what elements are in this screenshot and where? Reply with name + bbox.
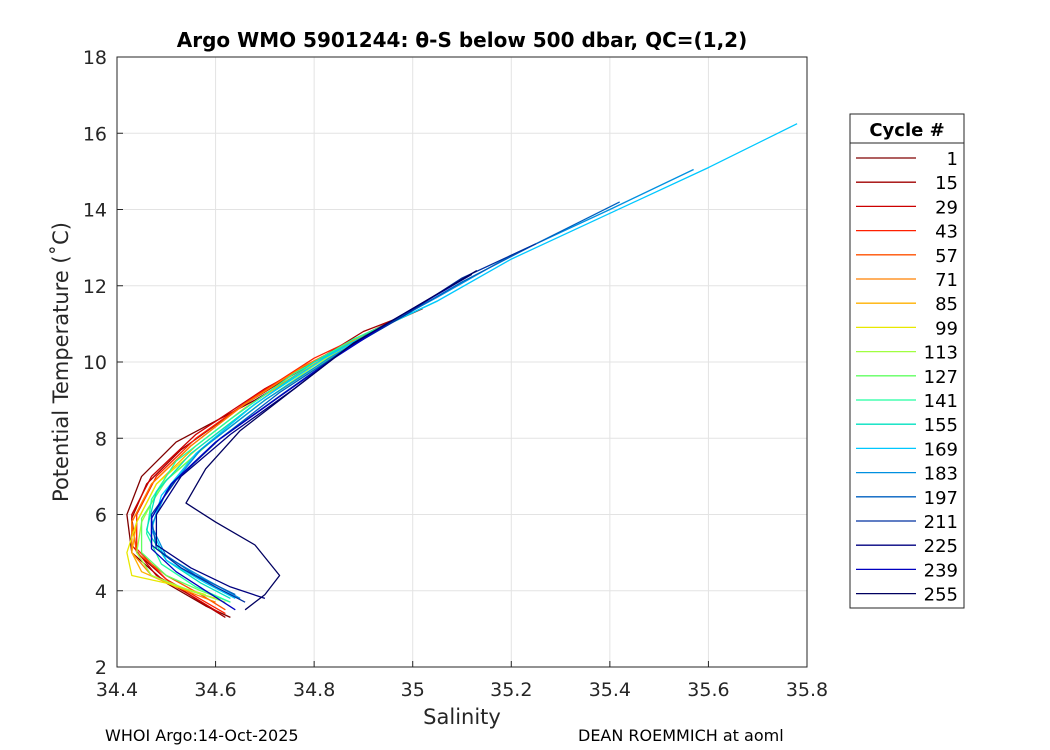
- legend: Cycle # 1 15 29 43 57 71 85 99 113 127 141 155 169 18…: [849, 113, 965, 609]
- x-tick-label: 34.8: [293, 679, 335, 701]
- legend-label-113: 113: [924, 343, 958, 364]
- y-tick-label: 6: [95, 505, 107, 527]
- y-tick-label: 18: [83, 47, 107, 69]
- chart-title: Argo WMO 5901244: θ-S below 500 dbar, QC…: [177, 28, 747, 52]
- legend-label-99: 99: [935, 318, 958, 339]
- y-axis-label: Potential Temperature (˚C): [49, 222, 73, 502]
- legend-label-211: 211: [924, 512, 958, 533]
- legend-label-183: 183: [924, 464, 958, 485]
- legend-title: Cycle #: [869, 120, 944, 141]
- legend-items: 1 15 29 43 57 71 85 99 113 127 141 155 169 183 197 211 2…: [856, 149, 958, 606]
- legend-label-239: 239: [924, 560, 958, 581]
- x-tick-label: 34.6: [194, 679, 236, 701]
- legend-label-85: 85: [935, 294, 958, 315]
- y-tick-label: 16: [83, 123, 107, 145]
- legend-label-141: 141: [924, 391, 958, 412]
- legend-label-169: 169: [924, 439, 958, 460]
- footer-left: WHOI Argo:14-Oct-2025: [105, 726, 299, 745]
- legend-label-127: 127: [924, 367, 958, 388]
- legend-label-15: 15: [935, 173, 958, 194]
- legend-label-43: 43: [935, 222, 958, 243]
- y-tick-label: 8: [95, 428, 107, 450]
- legend-label-197: 197: [924, 488, 958, 509]
- series-line-255: [185, 269, 478, 611]
- legend-label-1: 1: [947, 149, 958, 170]
- series-layer: [126, 123, 798, 618]
- x-tick-label: 35.6: [687, 679, 729, 701]
- x-tick-label: 34.4: [96, 679, 138, 701]
- legend-label-71: 71: [935, 270, 958, 291]
- y-tick-label: 4: [95, 581, 107, 603]
- x-tick-label: 35.4: [589, 679, 631, 701]
- x-tick-label: 35: [401, 679, 425, 701]
- x-tick-label: 35.8: [786, 679, 828, 701]
- legend-label-29: 29: [935, 197, 958, 218]
- y-tick-label: 12: [83, 276, 107, 298]
- legend-label-57: 57: [935, 246, 958, 267]
- y-tick-label: 10: [83, 352, 107, 374]
- legend-box: [849, 113, 965, 609]
- footer-right: DEAN ROEMMICH at aoml: [578, 726, 784, 745]
- x-axis-label: Salinity: [423, 705, 501, 729]
- x-axis: 34.4 34.6 34.8 35 35.2 35.4 35.6 35.8: [96, 661, 828, 701]
- x-tick-label: 35.2: [490, 679, 532, 701]
- legend-label-225: 225: [924, 536, 958, 557]
- legend-label-155: 155: [924, 415, 958, 436]
- legend-label-255: 255: [924, 585, 958, 606]
- series-line-239: [150, 285, 453, 611]
- y-tick-label: 2: [95, 657, 107, 679]
- y-axis: 2 4 6 8 10 12 14 16 18: [83, 47, 123, 679]
- y-tick-label: 14: [83, 200, 107, 222]
- series-line-155: [145, 300, 438, 599]
